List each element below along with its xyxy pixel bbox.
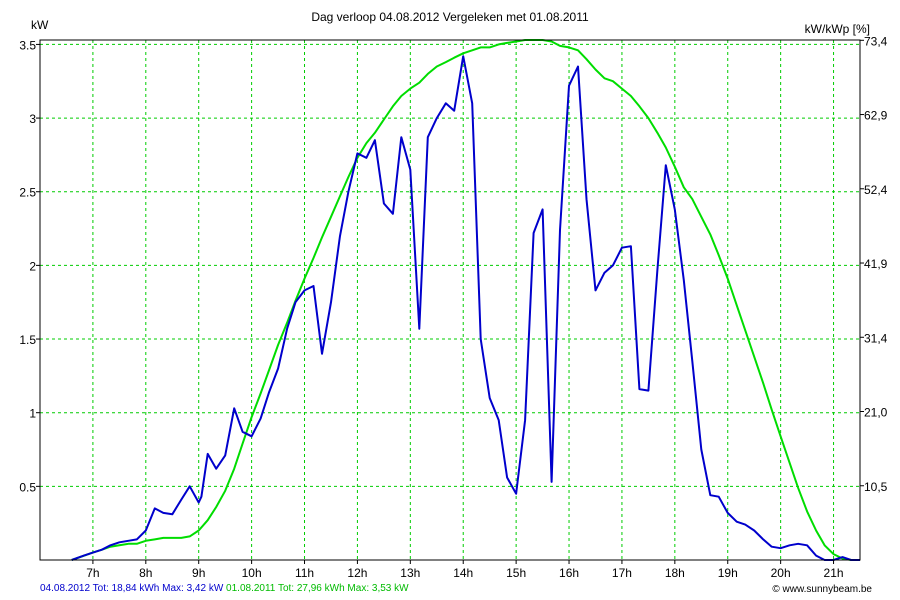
plot-area-frame [39,39,861,561]
x-tick-label: 17h [612,566,632,580]
x-tick-label: 12h [347,566,367,580]
series-lines [71,39,860,561]
y-tick-label: 1.5 [19,333,36,347]
right-axis-unit-label: kW/kWp [%] [804,22,870,36]
copyright-notice: © www.sunnybeam.be [772,584,872,595]
y2-tick-label: 21,0 [864,406,888,420]
grid-lines [40,40,860,560]
y-tick-label: 2 [29,259,36,273]
x-tick-label: 9h [192,566,205,580]
y-tick-label: 2.5 [19,186,36,200]
x-tick-label: 13h [400,566,420,580]
x-tick-label: 18h [665,566,685,580]
x-tick-label: 16h [559,566,579,580]
y2-tick-label: 10,5 [864,480,888,494]
footer-totals: 04.08.2012 Tot: 18,84 kWh Max: 3,42 kW 0… [40,583,409,594]
y2-tick-label: 41,9 [864,257,888,271]
x-tick-label: 15h [506,566,526,580]
y-tick-label: 3.5 [19,38,36,52]
x-tick-label: 11h [295,566,314,580]
x-tick-label: 19h [718,566,738,580]
footer-series-2012: 04.08.2012 Tot: 18,84 kWh Max: 3,42 kW [40,583,224,594]
y2-tick-label: 62,9 [864,109,888,123]
y2-tick-label: 31,4 [864,331,888,345]
y2-tick-label: 52,4 [864,183,888,197]
x-tick-label: 20h [771,566,791,580]
y-tick-label: 3 [29,112,36,126]
series-line-01-08-2011 [71,39,860,561]
x-tick-label: 21h [824,566,844,580]
series-line-04-08-2012 [71,55,860,561]
y-tick-label: 0.5 [19,480,36,494]
chart-title: Dag verloop 04.08.2012 Vergeleken met 01… [311,10,589,24]
axis-ticks: 7h 8h 9h 10h 11h 12h 13h 14h 15h 16h 17h 18h 19h 20h 2… [19,34,887,580]
footer-series-2011: 01.08.2011 Tot: 27,96 kWh Max: 3,53 kW [226,583,409,594]
x-tick-label: 7h [86,566,99,580]
y2-tick-label: 73,4 [864,34,888,48]
left-axis-unit-label: kW [31,18,49,32]
x-tick-label: 10h [242,566,262,580]
y-tick-label: 1 [29,407,36,421]
x-tick-label: 8h [139,566,152,580]
x-tick-label: 14h [453,566,473,580]
